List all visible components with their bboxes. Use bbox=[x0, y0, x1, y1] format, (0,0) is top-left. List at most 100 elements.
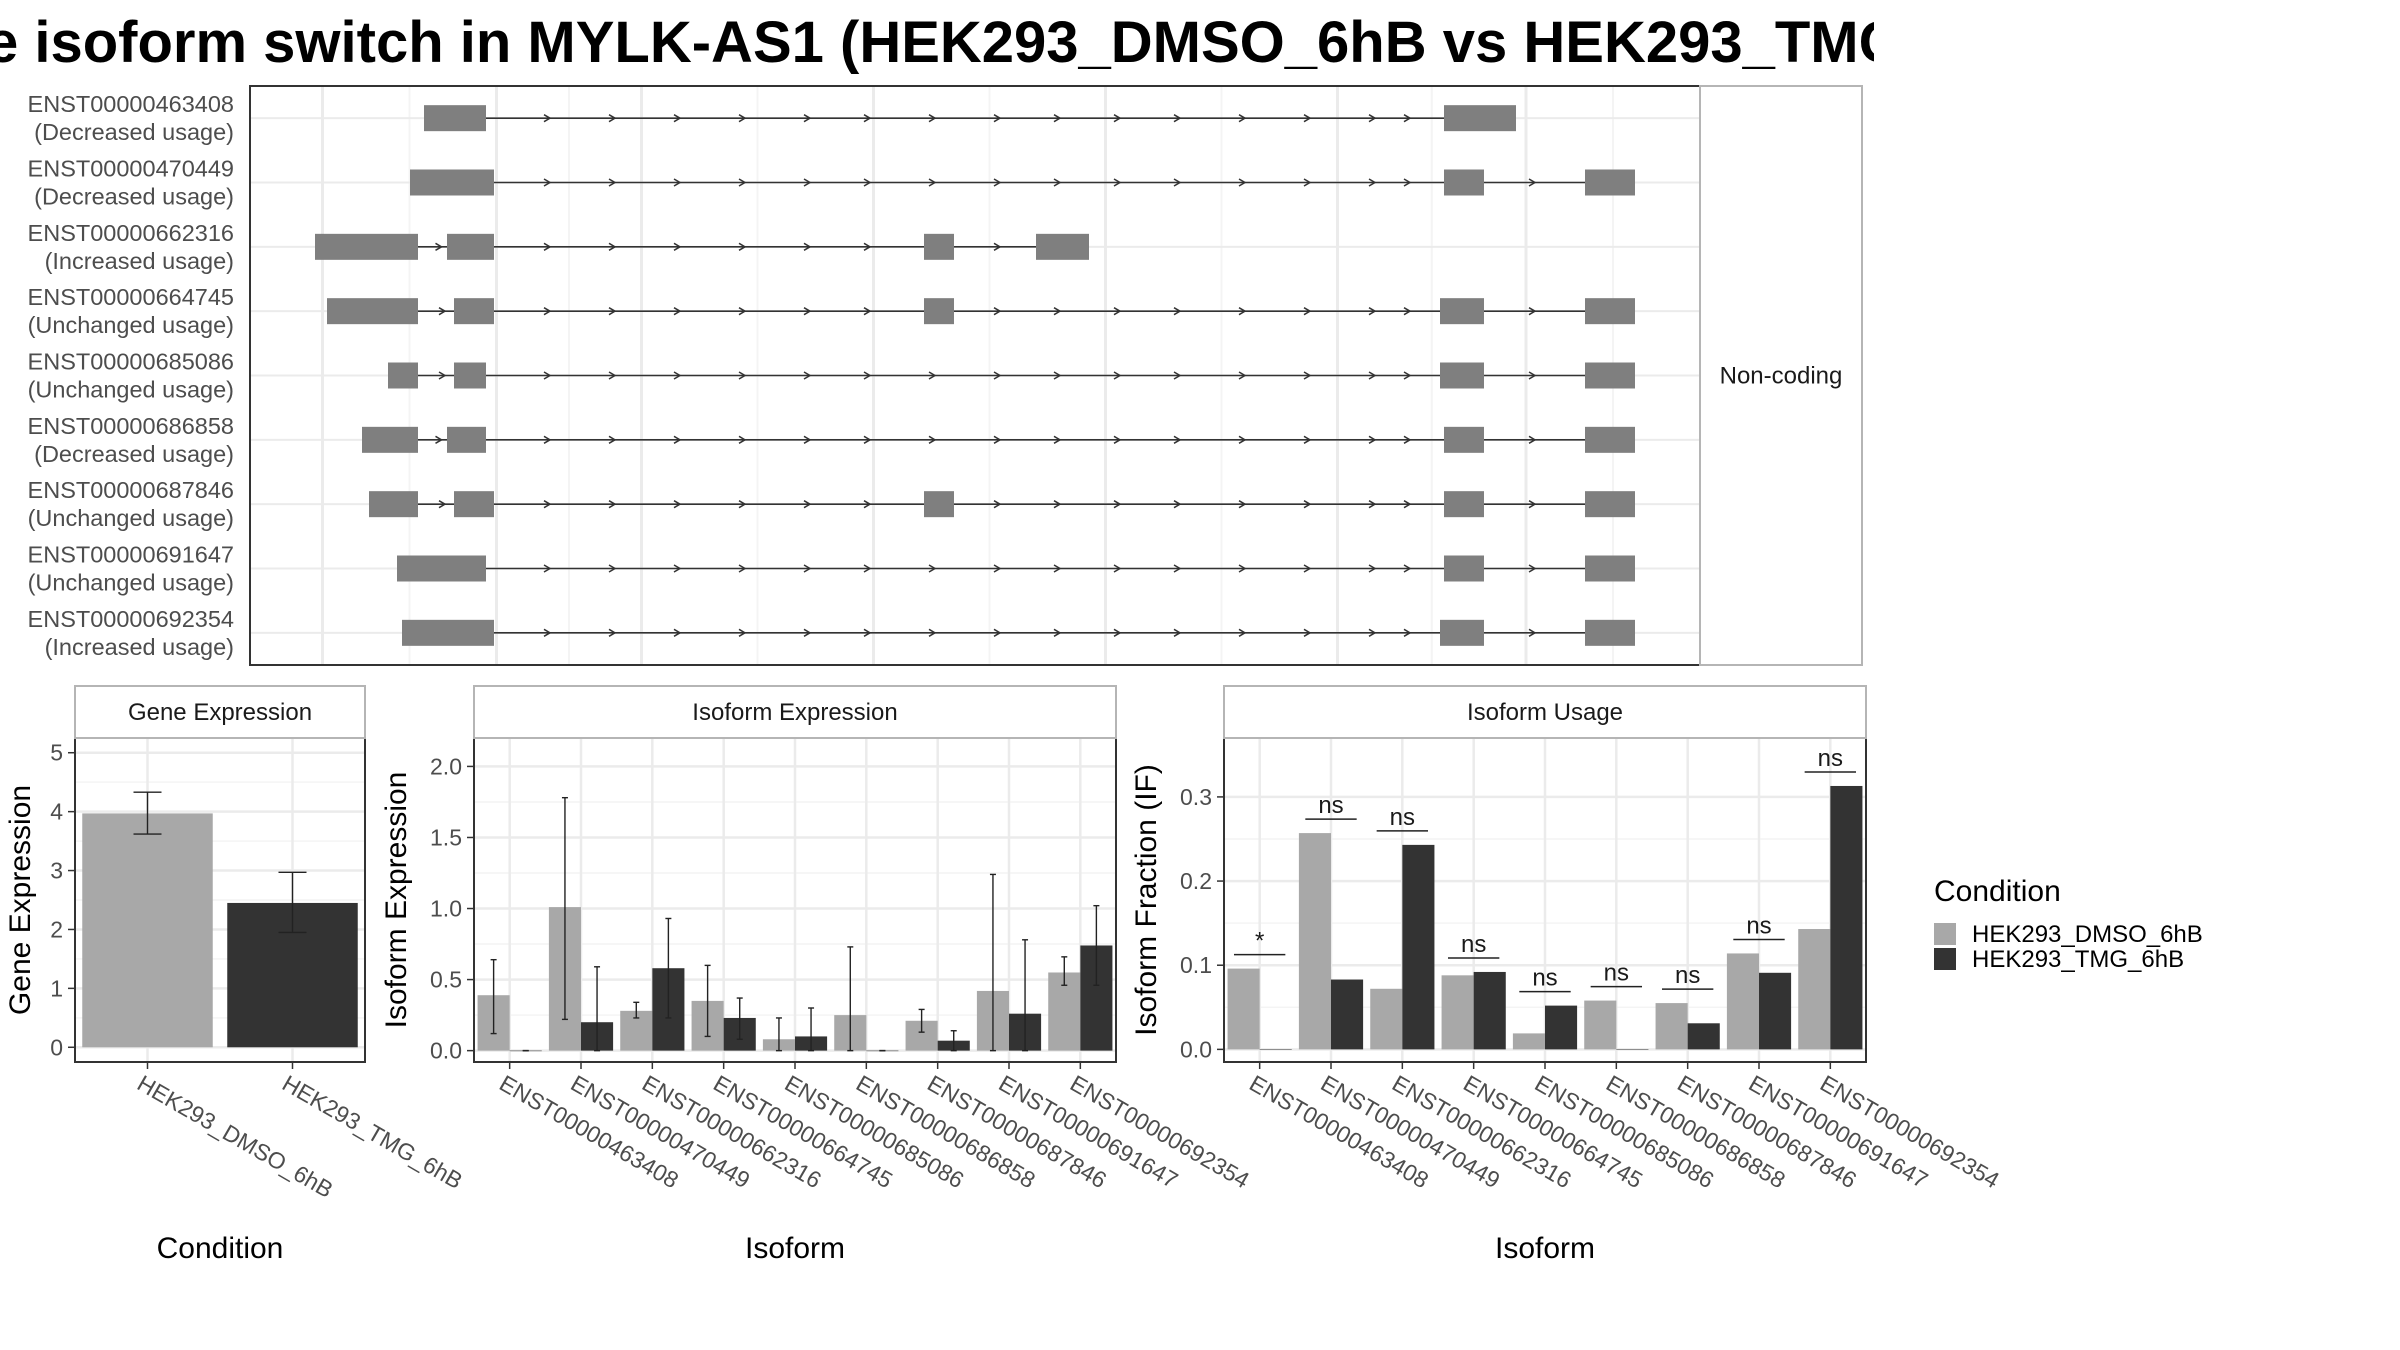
intron-arrow bbox=[1113, 564, 1122, 573]
bar-ENST00000686858-HEK293_DMSO_6hB bbox=[1584, 1000, 1617, 1050]
intron-arrow bbox=[1173, 435, 1182, 444]
intron-arrow bbox=[1368, 500, 1377, 509]
intron-arrow bbox=[1403, 500, 1412, 509]
x-axis-title: Isoform bbox=[745, 1232, 845, 1265]
y-axis-title: Isoform Fraction (IF) bbox=[1130, 764, 1163, 1036]
transcript-usage-label: (Decreased usage) bbox=[34, 184, 234, 210]
title-strip bbox=[473, 685, 1117, 739]
transcript-usage-label: (Increased usage) bbox=[45, 634, 234, 660]
legend-label: HEK293_TMG_6hB bbox=[1972, 946, 2184, 973]
intron-arrow bbox=[608, 242, 617, 251]
intron-arrow bbox=[993, 178, 1002, 187]
bar-ENST00000463408-HEK293_TMG_6hB bbox=[1259, 1049, 1292, 1050]
intron-arrow bbox=[738, 242, 747, 251]
significance-label: ns bbox=[1318, 792, 1343, 819]
transcript-id-label: ENST00000470449 bbox=[28, 156, 234, 182]
intron-arrow bbox=[863, 371, 872, 380]
intron-arrow bbox=[1303, 178, 1312, 187]
intron-arrow bbox=[1403, 564, 1412, 573]
intron-arrow bbox=[1113, 307, 1122, 316]
intron-arrow bbox=[543, 307, 552, 316]
intron-arrow bbox=[543, 564, 552, 573]
intron-arrow bbox=[1238, 628, 1247, 637]
intron-arrow bbox=[1173, 628, 1182, 637]
transcript-track-ENST00000664745 bbox=[327, 298, 1635, 325]
intron-arrow bbox=[1368, 114, 1377, 123]
intron-arrow bbox=[673, 435, 682, 444]
transcript-label: ENST00000463408 (Decreased usage) bbox=[28, 91, 234, 145]
exon-block bbox=[924, 491, 954, 518]
intron-arrow bbox=[673, 500, 682, 509]
intron-arrow bbox=[993, 114, 1002, 123]
intron-arrow bbox=[608, 564, 617, 573]
intron-arrow bbox=[543, 178, 552, 187]
exon-block bbox=[388, 362, 418, 389]
intron-arrow bbox=[1368, 435, 1377, 444]
intron-arrow bbox=[1173, 114, 1182, 123]
intron-arrow bbox=[673, 178, 682, 187]
panel-title: Isoform Expression bbox=[692, 699, 897, 726]
intron-arrow bbox=[993, 307, 1002, 316]
y-tick-label: 0.5 bbox=[430, 967, 462, 993]
intron-arrow bbox=[738, 114, 747, 123]
intron-arrow bbox=[1403, 628, 1412, 637]
intron-arrow bbox=[863, 242, 872, 251]
facet-strip-non-coding bbox=[1699, 85, 1863, 666]
intron-arrow bbox=[1528, 564, 1537, 573]
transcript-id-label: ENST00000685086 bbox=[28, 349, 234, 375]
intron-arrow bbox=[993, 628, 1002, 637]
transcript-track-ENST00000691647 bbox=[397, 555, 1635, 582]
intron-arrow bbox=[1303, 564, 1312, 573]
intron-arrow bbox=[1528, 628, 1537, 637]
bar-ENST00000687846-HEK293_TMG_6hB bbox=[1687, 1023, 1720, 1050]
intron-arrow bbox=[738, 435, 747, 444]
intron-arrow bbox=[928, 371, 937, 380]
exon-block bbox=[447, 233, 494, 260]
exon-block bbox=[1585, 298, 1635, 325]
intron-arrow bbox=[435, 435, 443, 444]
transcript-tracks: ENST00000463408 (Decreased usage) ENST0000… bbox=[28, 91, 1635, 660]
intron-arrow bbox=[543, 371, 552, 380]
y-tick-label: 1.0 bbox=[430, 896, 462, 922]
title-strip bbox=[1223, 685, 1867, 739]
transcript-label: ENST00000662316 (Increased usage) bbox=[28, 220, 234, 274]
intron-arrow bbox=[993, 564, 1002, 573]
intron-arrow bbox=[1528, 307, 1537, 316]
intron-arrow bbox=[1303, 371, 1312, 380]
exon-block bbox=[1585, 491, 1635, 518]
intron-arrow bbox=[1368, 178, 1377, 187]
bar-ENST00000463408-HEK293_DMSO_6hB bbox=[1227, 968, 1260, 1050]
exon-block bbox=[1444, 426, 1484, 453]
intron-arrow bbox=[608, 178, 617, 187]
legend-label: HEK293_DMSO_6hB bbox=[1972, 921, 2203, 948]
y-tick-label: 5 bbox=[50, 740, 63, 766]
legend-title: Condition bbox=[1934, 875, 2061, 908]
transcript-label: ENST00000692354 (Increased usage) bbox=[28, 606, 234, 660]
exon-block bbox=[1440, 298, 1484, 325]
intron-arrow bbox=[1173, 178, 1182, 187]
intron-arrow bbox=[1303, 628, 1312, 637]
intron-arrow bbox=[803, 178, 812, 187]
intron-arrow bbox=[1303, 435, 1312, 444]
intron-arrow bbox=[1238, 178, 1247, 187]
exon-block bbox=[1440, 362, 1484, 389]
intron-arrow bbox=[1053, 435, 1062, 444]
transcript-usage-label: (Unchanged usage) bbox=[28, 312, 234, 338]
transcript-track-ENST00000470449 bbox=[410, 169, 1635, 196]
transcript-usage-label: (Unchanged usage) bbox=[28, 570, 234, 596]
y-tick-label: 1 bbox=[50, 975, 63, 1001]
intron-arrow bbox=[1173, 500, 1182, 509]
exon-block bbox=[397, 555, 486, 582]
intron-arrow bbox=[803, 307, 812, 316]
transcript-usage-label: (Unchanged usage) bbox=[28, 377, 234, 403]
intron-arrow bbox=[863, 178, 872, 187]
intron-arrow bbox=[1238, 307, 1247, 316]
intron-arrow bbox=[1368, 307, 1377, 316]
significance-label: ns bbox=[1461, 931, 1486, 958]
intron-arrow bbox=[1368, 371, 1377, 380]
bar-ENST00000692354-HEK293_TMG_6hB bbox=[1830, 785, 1863, 1050]
bar-HEK293_DMSO_6hB bbox=[82, 813, 213, 1048]
